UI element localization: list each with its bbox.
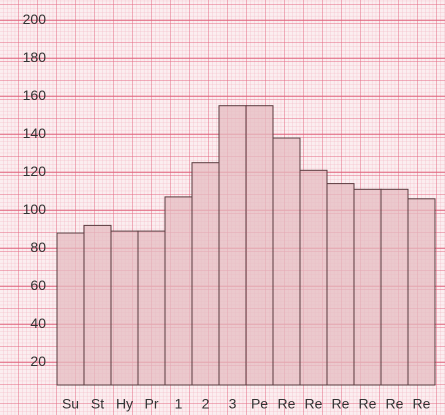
y-tick-label: 60 [30,277,46,293]
y-tick-label: 140 [23,125,47,141]
y-tick-label: 180 [23,49,47,65]
x-tick-label: Re [305,396,323,412]
x-tick-label: 1 [175,396,183,412]
y-tick-label: 200 [23,11,47,27]
x-tick-label: 3 [229,396,237,412]
bar [380,188,409,386]
x-tick-label: Pe [251,396,268,412]
y-tick-label: 80 [30,239,46,255]
bar [56,232,85,386]
x-tick-label: Re [332,396,350,412]
y-tick-label: 120 [23,163,47,179]
x-tick-label: St [91,396,104,412]
bar [110,230,139,386]
x-tick-label: Re [359,396,377,412]
bar [245,105,274,386]
bar [83,224,112,386]
y-tick-label: 20 [30,353,46,369]
bar [407,198,436,386]
x-tick-label: Su [62,396,79,412]
bar [272,137,301,386]
x-tick-label: Re [278,396,296,412]
x-tick-label: Hy [116,396,133,412]
bar [218,105,247,386]
bar [137,230,166,386]
x-tick-label: Pr [145,396,159,412]
bar [164,196,193,386]
x-tick-label: 2 [202,396,210,412]
y-tick-label: 40 [30,315,46,331]
bar [191,162,220,386]
bar [326,183,355,386]
bar [299,169,328,386]
y-tick-label: 160 [23,87,47,103]
x-tick-label: Re [386,396,404,412]
y-tick-label: 100 [23,201,47,217]
x-tick-label: Re [413,396,431,412]
bar [353,188,382,386]
